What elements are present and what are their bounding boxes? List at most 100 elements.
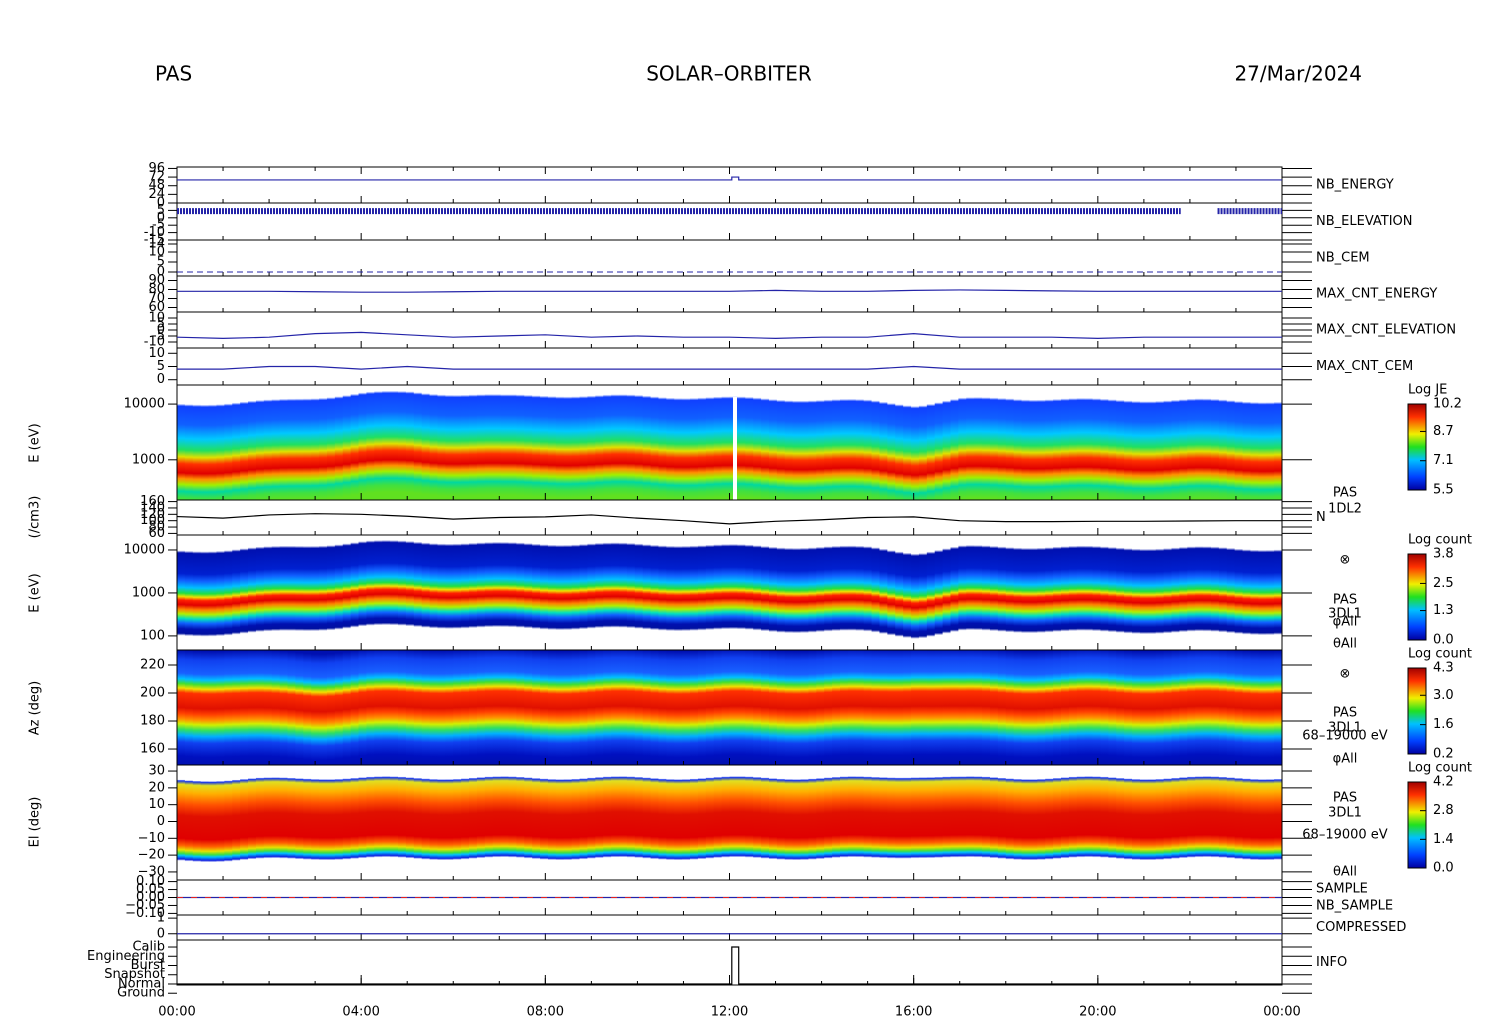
- y-tick-label: 100: [140, 513, 165, 528]
- spectrogram-column: [1092, 650, 1102, 765]
- spectrogram-column: [326, 650, 336, 765]
- spectrogram-column: [334, 650, 344, 765]
- spectrogram-column: [1155, 650, 1165, 765]
- spectrogram-column: [887, 385, 896, 500]
- spectrogram-column: [248, 650, 257, 765]
- spectrogram-column: [997, 385, 1007, 500]
- spectrogram-column: [248, 385, 257, 500]
- spectrogram-column: [776, 765, 786, 880]
- spectrogram-column: [1013, 385, 1023, 500]
- spectrogram-column: [792, 650, 802, 765]
- spectrogram-column: [390, 535, 399, 650]
- spectrogram-column: [1203, 535, 1212, 650]
- spectrogram-column: [303, 650, 312, 765]
- spectrogram-column: [1029, 385, 1038, 500]
- spectrogram-column: [224, 535, 233, 650]
- spectrogram-column: [808, 385, 817, 500]
- spectrogram-column: [429, 385, 439, 500]
- spectrogram-column: [271, 650, 281, 765]
- x-tick-label: 00:00: [158, 1005, 195, 1020]
- spectrogram-column: [421, 385, 431, 500]
- spectrogram-column: [1068, 385, 1078, 500]
- spectrogram-column: [1187, 765, 1196, 880]
- spectrogram-column: [445, 535, 454, 650]
- spectrogram-column: [595, 535, 604, 650]
- spectrogram-column: [989, 650, 999, 765]
- legend-label: NB_SAMPLE: [1316, 899, 1393, 914]
- spectrogram-column: [800, 535, 810, 650]
- spectrogram-column: [1242, 650, 1252, 765]
- spectrogram-column: [208, 765, 218, 880]
- spectrogram-column: [1092, 535, 1102, 650]
- spectrogram-column: [232, 765, 241, 880]
- x-tick-label: 16:00: [895, 1005, 932, 1020]
- spectrogram-column: [177, 535, 186, 650]
- y-tick-label: 5: [157, 203, 165, 218]
- spectrogram-column: [1061, 765, 1070, 880]
- spectrogram-column: [184, 650, 194, 765]
- spectrogram-column: [555, 650, 565, 765]
- spectrogram-column: [911, 650, 920, 765]
- spectrogram-column: [784, 535, 794, 650]
- spectrogram-column: [808, 650, 817, 765]
- spectrogram-column: [571, 535, 581, 650]
- spectrogram-column: [366, 385, 375, 500]
- spectrogram-column: [966, 385, 975, 500]
- spectrogram-column: [1258, 385, 1267, 500]
- spectrogram-column: [350, 765, 360, 880]
- spectrogram-column: [1226, 765, 1236, 880]
- spectrogram-column: [768, 765, 778, 880]
- spectrogram-column: [437, 535, 446, 650]
- spectrogram-column: [232, 535, 241, 650]
- spectrogram-column: [832, 650, 841, 765]
- panel-note: 3DL1: [1328, 721, 1362, 736]
- spectrogram-column: [974, 765, 983, 880]
- spectrogram-column: [216, 650, 225, 765]
- colorbar: [1407, 403, 1427, 491]
- spectrogram-column: [997, 765, 1007, 880]
- header-title: SOLAR–ORBITER: [646, 62, 812, 86]
- spectrogram-column: [840, 385, 849, 500]
- spectrogram-column: [445, 650, 454, 765]
- spectrogram-column: [216, 765, 225, 880]
- spectrogram-column: [942, 650, 952, 765]
- spectrogram-column: [192, 765, 202, 880]
- spectrogram-column: [492, 765, 502, 880]
- spectrogram-column: [532, 385, 541, 500]
- spectrogram-column: [737, 535, 746, 650]
- spectrogram-column: [200, 765, 210, 880]
- spectrogram-column: [508, 535, 517, 650]
- spectrogram-column: [1171, 765, 1180, 880]
- spectrogram-column: [508, 765, 517, 880]
- spectrogram-column: [855, 765, 865, 880]
- spectrogram-column: [271, 385, 281, 500]
- spectrogram-column: [776, 650, 786, 765]
- spectrogram-column: [1226, 535, 1236, 650]
- y-tick-label: 140: [140, 500, 165, 515]
- spectrogram-column: [847, 535, 857, 650]
- spectrogram-column: [469, 535, 478, 650]
- spectrogram-column: [761, 765, 770, 880]
- spectrogram-column: [879, 765, 888, 880]
- spectrogram-column: [1250, 765, 1259, 880]
- series-line: [177, 289, 1282, 293]
- spectrogram-column: [690, 535, 699, 650]
- colorbar: [1407, 781, 1427, 869]
- spectrogram-column: [1179, 535, 1188, 650]
- spectrogram-column: [997, 650, 1007, 765]
- spectrogram-column: [390, 765, 399, 880]
- spectrogram-column: [1258, 650, 1267, 765]
- spectrogram-column: [263, 385, 273, 500]
- y-tick-label: 0: [157, 265, 165, 280]
- spectrogram-column: [500, 535, 510, 650]
- spectrogram-column: [1258, 765, 1267, 880]
- spectrogram-column: [1021, 385, 1031, 500]
- spectrogram-column: [563, 765, 573, 880]
- spectrogram-column: [540, 650, 549, 765]
- spectrogram-column: [540, 385, 549, 500]
- spectrogram-column: [200, 650, 210, 765]
- spectrogram-column: [595, 765, 604, 880]
- y-tick-label: Calib: [132, 940, 165, 955]
- spectrogram-column: [1163, 650, 1173, 765]
- spectrogram-column: [1250, 385, 1259, 500]
